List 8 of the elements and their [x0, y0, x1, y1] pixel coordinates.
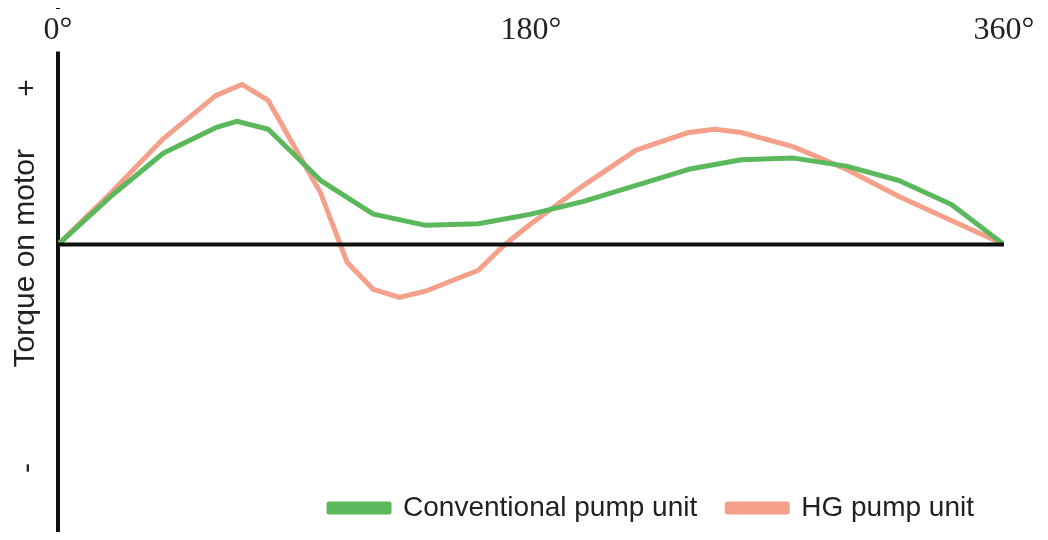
text: -	[9, 463, 43, 473]
legend-label: Conventional pump unit	[403, 490, 698, 522]
legend-label: HG pump unit	[801, 490, 975, 522]
x-tick-label: 360°	[973, 9, 1035, 46]
x-tick-label: 0°	[43, 9, 73, 46]
x-tick-label: 180°	[500, 9, 562, 46]
y-axis-title: Torque on motor	[7, 148, 41, 368]
text: +	[9, 79, 43, 97]
